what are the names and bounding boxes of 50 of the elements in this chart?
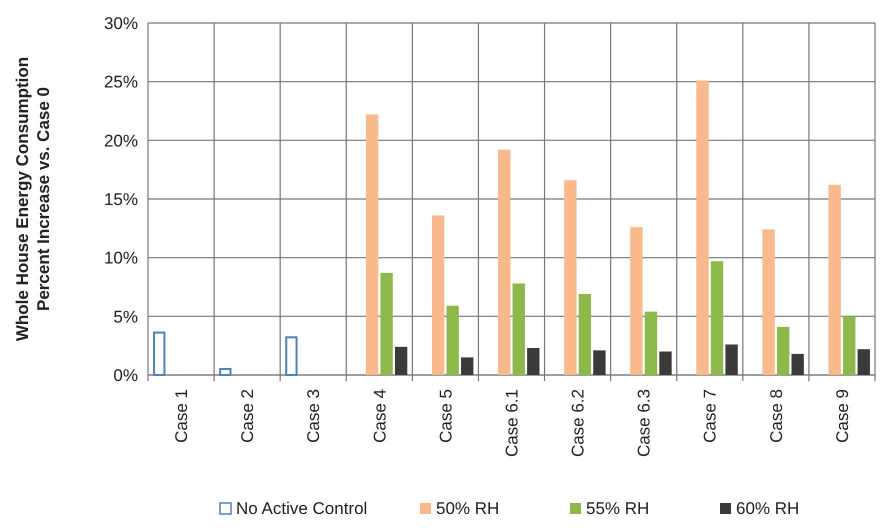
bar [394, 346, 408, 375]
bar [219, 368, 232, 376]
bar [578, 294, 592, 375]
bar [527, 348, 540, 375]
bar [498, 150, 510, 375]
bar [791, 354, 804, 375]
bar [725, 344, 738, 375]
bar [285, 336, 298, 376]
x-tick-label: Case 6.1 [502, 389, 522, 458]
y-tick-label: 25% [104, 72, 138, 92]
legend-label: 60% RH [736, 499, 800, 518]
y-tick-label: 30% [104, 14, 138, 33]
y-tick-label: 0% [113, 366, 138, 385]
bar [710, 261, 724, 375]
bar [512, 283, 525, 375]
x-tick-label: Case 6.3 [634, 389, 654, 458]
bar [858, 349, 870, 375]
legend-label: No Active Control [236, 499, 368, 518]
y-tick-label: 20% [104, 131, 138, 150]
bar [659, 352, 672, 375]
bar [696, 80, 709, 375]
bar [630, 227, 643, 375]
bar [366, 114, 378, 375]
bar [432, 215, 444, 375]
x-tick-label: Case 6.2 [568, 389, 588, 458]
bar [762, 230, 775, 375]
x-tick-label: Case 8 [766, 389, 786, 443]
y-tick-label: 15% [104, 190, 138, 209]
bar [593, 350, 606, 375]
y-tick-label: 10% [104, 248, 138, 268]
x-tick-label: Case 1 [172, 389, 191, 443]
x-tick-label: Case 4 [370, 389, 390, 443]
bar [461, 357, 474, 375]
x-tick-label: Case 3 [304, 389, 324, 443]
bar [828, 184, 841, 375]
legend-label: 55% RH [586, 499, 650, 518]
bar [564, 180, 576, 375]
x-tick-label: Case 9 [832, 389, 852, 443]
bar [644, 312, 658, 375]
x-tick-label: Case 2 [238, 389, 258, 443]
bar [380, 272, 393, 375]
bar [153, 332, 166, 376]
bar [446, 306, 459, 375]
y-axis-title: Whole House Energy Consumption Percent Increase vs. Case 0 [12, 56, 53, 342]
y-tick-label: 5% [113, 307, 138, 326]
x-tick-label: Case 5 [436, 389, 456, 443]
legend-label: 50% RH [436, 499, 500, 518]
x-tick-label: Case 7 [700, 389, 720, 443]
bar [776, 326, 790, 375]
bar [843, 316, 856, 375]
